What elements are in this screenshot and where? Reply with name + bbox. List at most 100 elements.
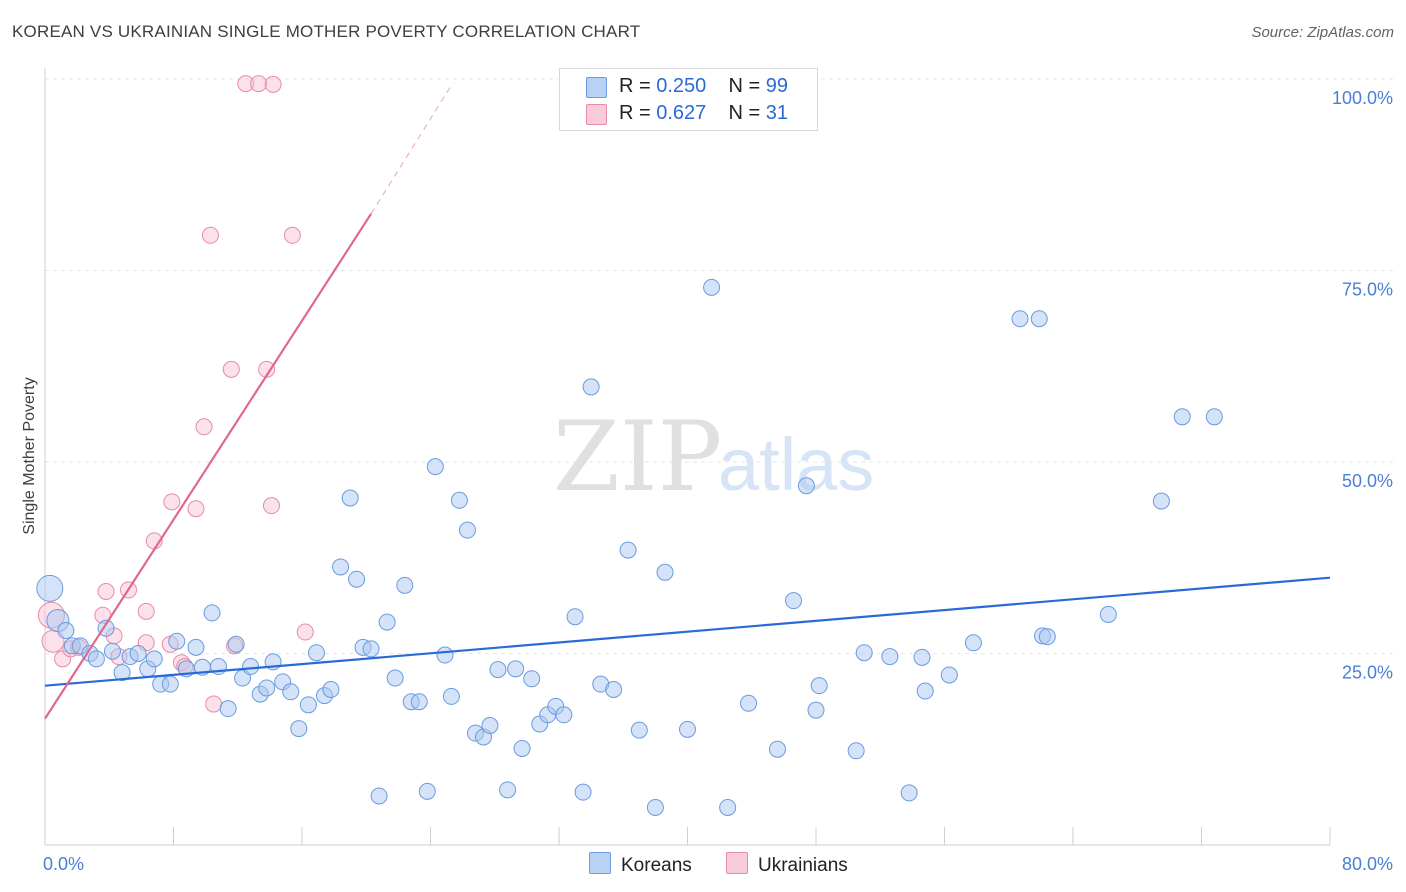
ukrainian-point	[222, 360, 240, 378]
korean-point	[1011, 310, 1029, 328]
korean-point	[378, 613, 396, 631]
korean-point	[916, 682, 934, 700]
ukrainian-point	[137, 602, 155, 620]
korean-point	[523, 670, 541, 688]
ukrainian-point	[205, 695, 223, 713]
korean-point	[290, 720, 308, 738]
korean-point	[322, 681, 340, 699]
legend-n-value-ukrainians: 31	[765, 102, 789, 124]
axes	[44, 68, 1331, 846]
korean-point	[1099, 605, 1117, 623]
chart-title: KOREAN VS UKRAINIAN SINGLE MOTHER POVERT…	[12, 22, 641, 41]
bottom-legend-ukrainians: Ukrainians	[726, 852, 848, 877]
korean-point	[619, 541, 637, 559]
koreans-points	[36, 278, 1223, 816]
koreans-trend-line	[44, 576, 1331, 687]
korean-point	[582, 378, 600, 396]
ukrainians-trend-extension	[370, 82, 454, 215]
y-tick-label: 50.0%	[1342, 471, 1393, 491]
y-axis-label: Single Mother Poverty	[21, 377, 38, 534]
korean-point	[242, 658, 260, 676]
korean-point	[282, 683, 300, 701]
bottom-legend-swatch-koreans	[589, 852, 611, 874]
x-tick-label: 80.0%	[1342, 854, 1393, 874]
legend-r-value-ukrainians: 0.627	[656, 102, 707, 124]
korean-point	[396, 576, 414, 594]
legend-n-label-koreans: N =	[728, 75, 761, 97]
korean-point	[113, 664, 131, 682]
korean-point	[768, 740, 786, 758]
ukrainian-point	[201, 226, 219, 244]
korean-point	[489, 661, 507, 679]
korean-point	[555, 706, 573, 724]
korean-point	[605, 681, 623, 699]
ukrainians-points	[37, 75, 314, 713]
ukrainian-point	[195, 418, 213, 436]
grid-lines	[45, 78, 1395, 654]
korean-point	[332, 558, 350, 576]
korean-point	[513, 739, 531, 757]
korean-point	[940, 666, 958, 684]
korean-point	[129, 645, 147, 662]
ukrainian-point	[283, 226, 301, 244]
korean-point	[810, 677, 828, 695]
x-tick-label: 0.0%	[43, 854, 84, 874]
korean-point	[168, 632, 186, 650]
korean-point	[426, 458, 444, 476]
y-tick-label: 25.0%	[1342, 663, 1393, 683]
legend-r-label-koreans: R =	[619, 75, 651, 97]
korean-point	[258, 679, 276, 697]
korean-point	[1152, 492, 1170, 510]
tick-labels: 25.0% 50.0% 75.0% 100.0% 0.0% 80.0%	[43, 88, 1393, 874]
legend-swatch-ukrainians	[586, 104, 607, 125]
ukrainian-point	[187, 500, 205, 518]
legend: R = 0.250 N = 99 R = 0.627 N = 31	[559, 68, 818, 131]
korean-point	[855, 644, 873, 662]
watermark-atlas: atlas	[718, 423, 874, 506]
korean-point	[370, 787, 388, 805]
korean-point	[341, 489, 359, 507]
ukrainian-point	[97, 582, 115, 600]
bottom-legend-label-koreans: Koreans	[621, 855, 692, 876]
korean-point	[299, 696, 317, 714]
korean-point	[145, 650, 163, 668]
korean-point	[410, 693, 428, 711]
korean-point	[499, 781, 517, 799]
ukrainian-point	[296, 623, 314, 641]
korean-point	[719, 798, 737, 816]
ukrainian-point	[163, 493, 181, 511]
korean-point	[219, 700, 237, 718]
ukrainian-point	[250, 75, 268, 93]
korean-point	[574, 783, 592, 801]
korean-point	[1030, 310, 1048, 328]
korean-point	[656, 563, 674, 581]
y-tick-label: 75.0%	[1342, 280, 1393, 300]
legend-r-value-koreans: 0.250	[656, 75, 707, 97]
korean-point	[36, 574, 64, 602]
korean-point	[362, 640, 380, 658]
korean-point	[203, 604, 221, 622]
korean-point	[807, 701, 825, 719]
korean-point	[785, 592, 803, 610]
korean-point	[881, 648, 899, 666]
korean-point	[348, 570, 366, 588]
ukrainians-trend-line	[44, 213, 372, 720]
ukrainian-point	[262, 497, 280, 515]
legend-n-value-koreans: 99	[765, 75, 789, 97]
korean-point	[566, 608, 584, 626]
korean-point	[227, 635, 245, 653]
ukrainian-point	[264, 75, 282, 93]
korean-point	[900, 784, 918, 802]
legend-swatch-koreans	[586, 77, 607, 98]
korean-point	[87, 650, 105, 668]
korean-point	[103, 642, 121, 660]
korean-point	[307, 644, 325, 662]
korean-point	[418, 782, 436, 800]
y-tick-label: 100.0%	[1332, 88, 1393, 108]
korean-point	[646, 798, 664, 816]
korean-point	[481, 717, 499, 735]
korean-point	[187, 638, 205, 656]
bottom-legend-koreans: Koreans	[589, 852, 692, 877]
korean-point	[1038, 628, 1056, 646]
